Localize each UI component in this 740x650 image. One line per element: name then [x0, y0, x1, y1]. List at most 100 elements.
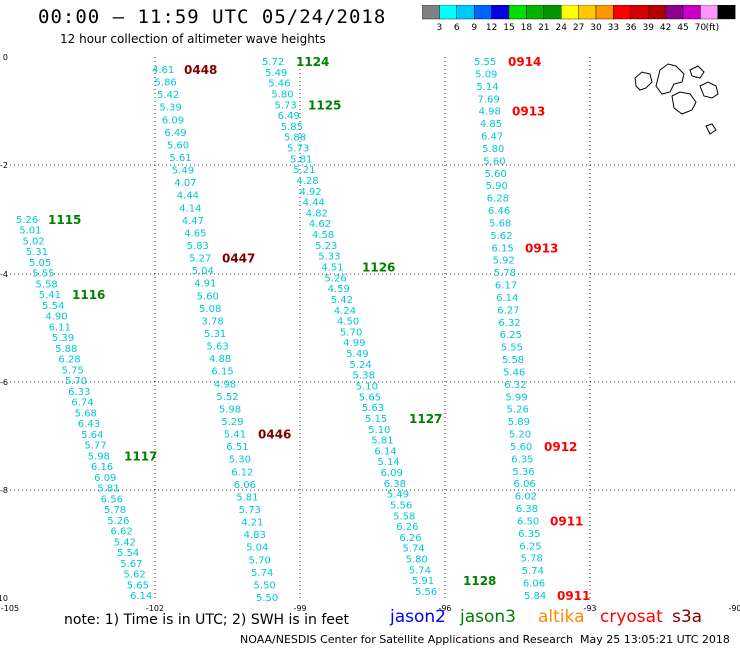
wave-height-value: 5.55 [501, 343, 523, 354]
legend-s3a: s3a [672, 607, 703, 627]
wave-height-value: 4.21 [241, 518, 263, 529]
wave-height-value: 5.14 [378, 457, 400, 468]
wave-height-value: 6.15 [491, 243, 513, 254]
wave-height-value: 6.56 [101, 494, 123, 505]
y-tick-label: -4 [0, 270, 8, 279]
wave-height-value: 4.14 [179, 203, 201, 214]
colorbar-swatch [526, 5, 545, 20]
wave-height-value: 5.60 [484, 169, 506, 180]
colorbar-swatch [700, 5, 718, 20]
wave-height-value: 6.47 [481, 132, 503, 143]
wave-height-value: 4.90 [45, 312, 67, 323]
island-coastline [705, 123, 717, 135]
wave-height-value: 5.68 [489, 218, 511, 229]
colorbar-label: 15 [503, 23, 514, 33]
wave-height-value: 5.73 [287, 144, 309, 155]
colorbar-swatch [560, 5, 579, 20]
legend-altika: altika [538, 607, 585, 627]
wave-height-value: 4.44 [177, 191, 199, 202]
wave-height-value: 5.78 [104, 505, 126, 516]
wave-height-value: 5.49 [172, 166, 194, 177]
wave-height-value: 4.59 [328, 284, 350, 295]
wave-height-value: 5.81 [371, 436, 393, 447]
wave-height-value: 5.72 [262, 57, 284, 68]
track-time-label: 1124 [296, 55, 329, 69]
wave-height-value: 5.70 [65, 376, 87, 387]
x-tick-label: -105 [1, 604, 19, 613]
wave-height-value: 6.27 [497, 305, 519, 316]
wave-height-value: 5.30 [229, 455, 251, 466]
wave-height-value: 5.74 [403, 544, 425, 555]
track-time-label: 1116 [72, 288, 105, 302]
wave-height-value: 5.20 [509, 430, 531, 441]
wave-height-value: 5.80 [482, 144, 504, 155]
wave-height-value: 5.33 [318, 252, 340, 263]
x-tick-label: -93 [583, 604, 596, 613]
wave-height-value: 6.46 [488, 206, 510, 217]
y-tick-label: 0 [3, 53, 8, 62]
wave-height-value: 4.82 [306, 208, 328, 219]
legend-jason3: jason3 [460, 607, 516, 627]
track-time-label: 0914 [508, 55, 541, 69]
wave-height-value: 5.02 [23, 236, 45, 247]
wave-height-value: 5.91 [412, 576, 434, 587]
wave-height-value: 5.49 [387, 490, 409, 501]
island-coastline [689, 65, 705, 79]
wave-height-value: 5.31 [204, 329, 226, 340]
wave-height-value: 5.58 [393, 511, 415, 522]
wave-height-value: 5.42 [331, 295, 353, 306]
wave-height-value: 6.02 [515, 492, 537, 503]
colorbar-unit: (ft) [706, 23, 720, 33]
wave-height-value: 4.99 [343, 338, 365, 349]
wave-height-value: 5.31 [26, 247, 48, 258]
colorbar-swatch [439, 5, 457, 20]
wave-height-value: 5.36 [512, 467, 534, 478]
island-coastline [634, 71, 653, 91]
wave-height-value: 4.85 [480, 119, 502, 130]
wave-height-value: 4.98 [479, 107, 501, 118]
wave-height-value: 5.05 [29, 258, 51, 269]
wave-height-value: 5.26 [107, 516, 129, 527]
wave-height-value: 5.67 [120, 559, 142, 570]
wave-height-value: 6.17 [495, 281, 517, 292]
wave-height-value: 6.14 [374, 446, 396, 457]
wave-height-value: 5.70 [249, 555, 271, 566]
wave-height-value: 5.88 [55, 344, 77, 355]
colorbar-swatch [491, 5, 510, 20]
wave-height-value: 6.12 [231, 467, 253, 478]
track-time-label: 0447 [222, 252, 255, 266]
wave-height-value: 5.73 [239, 505, 261, 516]
colorbar: 3 6 9 12 15 18 21 24 27 30 33 36 39 42 45 70 (ft) [422, 5, 736, 33]
track-time-label: 1126 [362, 261, 395, 275]
wave-height-value: 6.15 [211, 367, 233, 378]
wave-height-value: 5.64 [81, 430, 103, 441]
wave-height-value: 6.32 [504, 380, 526, 391]
colorbar-label: 42 [660, 23, 671, 33]
wave-height-value: 5.58 [36, 279, 58, 290]
wave-height-value: 6.38 [384, 479, 406, 490]
wave-height-value: 5.75 [62, 365, 84, 376]
wave-height-value: 4.98 [214, 379, 236, 390]
wave-height-value: 6.09 [381, 468, 403, 479]
wave-height-value: 5.85 [281, 122, 303, 133]
legend-cryosat: cryosat [600, 607, 663, 627]
wave-height-value: 4.83 [244, 530, 266, 541]
wave-height-value: 4.91 [194, 279, 216, 290]
wave-height-value: 6.28 [487, 194, 509, 205]
wave-height-value: 4.61 [152, 65, 174, 76]
wave-height-value: 4.65 [184, 228, 206, 239]
colorbar-label: 24 [555, 23, 567, 33]
wave-height-value: 5.84 [524, 591, 546, 602]
wave-height-value: 5.39 [159, 103, 181, 114]
wave-height-value: 5.41 [39, 290, 61, 301]
wave-height-value: 6.74 [71, 398, 93, 409]
wave-height-value: 5.73 [274, 100, 296, 111]
wave-height-value: 5.65 [359, 392, 381, 403]
colorbar-swatch [682, 5, 701, 20]
wave-height-value: 5.50 [256, 593, 278, 604]
wave-height-value: 5.24 [349, 360, 371, 371]
colorbar-label: 6 [454, 23, 460, 33]
colorbar-swatch [456, 5, 475, 20]
footer-timestamp: May 25 13:05:21 UTC 2018 [580, 633, 730, 646]
colorbar-label: 18 [521, 23, 533, 33]
